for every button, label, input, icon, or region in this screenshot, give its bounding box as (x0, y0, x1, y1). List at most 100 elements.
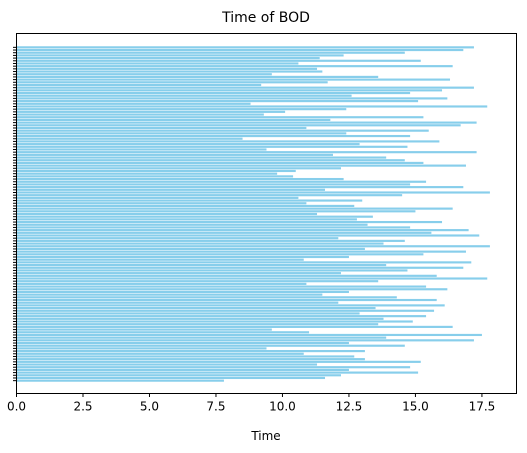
bar (16, 304, 445, 307)
bar (16, 126, 307, 130)
x-tick-label: 7.5 (206, 400, 225, 414)
bar (16, 344, 405, 347)
bar (16, 75, 379, 78)
bar (16, 137, 243, 140)
bar (16, 156, 387, 159)
bar (16, 118, 331, 121)
bar (16, 113, 264, 116)
bar (16, 220, 443, 224)
bar (16, 253, 424, 256)
bar (16, 255, 349, 259)
x-tick-label: 10.0 (269, 400, 296, 414)
bar (16, 108, 347, 111)
bar (16, 172, 278, 175)
bar (16, 263, 387, 267)
bar (16, 73, 272, 76)
x-axis-label: Time (250, 429, 280, 443)
bar (16, 105, 488, 108)
bar (16, 164, 466, 167)
bar (16, 180, 427, 183)
chart-title: Time of BOD (221, 10, 310, 26)
bar (16, 274, 437, 277)
bar (16, 312, 360, 315)
bar (16, 57, 320, 60)
bar (16, 188, 326, 191)
bar (16, 336, 387, 339)
bar (16, 328, 272, 331)
bar (16, 70, 323, 73)
bar (16, 341, 349, 345)
bar (16, 46, 474, 49)
bar (16, 366, 411, 369)
bar (16, 301, 339, 304)
bar (16, 204, 355, 208)
bars-group (16, 46, 490, 382)
bar (16, 325, 453, 328)
bar (16, 231, 432, 234)
bar (16, 91, 411, 95)
bar (16, 153, 333, 156)
bar (16, 54, 344, 57)
bar (16, 215, 373, 218)
bar (16, 293, 323, 296)
x-tick-label: 5.0 (140, 400, 159, 414)
bar (16, 282, 307, 285)
x-tick-label: 12.5 (336, 400, 363, 414)
bar (16, 229, 469, 232)
bar (16, 151, 477, 154)
bar (16, 159, 405, 162)
bar (16, 285, 427, 288)
bar (16, 83, 262, 87)
bar (16, 269, 408, 272)
bar (16, 124, 461, 127)
x-ticks-group: 0.0 2.5 5.0 7.5 10.0 12.5 15.0 17.5 (7, 393, 495, 414)
bar (16, 59, 421, 62)
bar (16, 86, 474, 89)
bar (16, 207, 453, 210)
bar (16, 379, 224, 382)
bar (16, 129, 429, 132)
bar (16, 296, 397, 299)
bar (16, 167, 341, 170)
bar (16, 102, 251, 105)
bar (16, 67, 318, 70)
bar (16, 210, 416, 213)
bar (16, 116, 424, 119)
bar (16, 134, 411, 138)
bar (16, 245, 490, 248)
bar (16, 81, 328, 84)
bar (16, 242, 384, 245)
bar (16, 363, 318, 366)
bar (16, 333, 482, 337)
bar (16, 258, 304, 261)
bar (16, 272, 341, 275)
bar (16, 194, 403, 197)
bar (16, 250, 466, 253)
bar (16, 234, 480, 237)
bar (16, 132, 347, 135)
bar (16, 371, 419, 374)
bar (16, 183, 411, 186)
bar (16, 94, 352, 97)
bar (16, 277, 488, 280)
bar (16, 140, 440, 143)
bar (16, 239, 405, 242)
bar (16, 186, 464, 189)
bar (16, 148, 267, 151)
bar (16, 78, 451, 81)
plot-frame (16, 33, 517, 394)
bar (16, 199, 363, 202)
bar (16, 169, 296, 173)
bar (16, 280, 379, 283)
bar (16, 161, 424, 165)
bar (16, 65, 453, 68)
bar (16, 315, 427, 318)
bar (16, 191, 490, 194)
bar (16, 374, 341, 377)
bar (16, 288, 448, 291)
bar (16, 202, 307, 205)
bar (16, 331, 310, 334)
bar (16, 223, 368, 226)
bar (16, 309, 435, 312)
